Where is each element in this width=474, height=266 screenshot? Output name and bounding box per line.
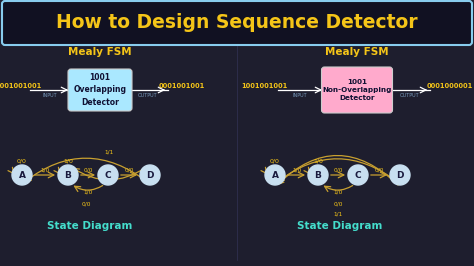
Text: 0/0: 0/0 xyxy=(374,167,384,172)
FancyBboxPatch shape xyxy=(2,1,472,45)
Text: Mealy FSM: Mealy FSM xyxy=(325,47,389,57)
Text: 0001000001: 0001000001 xyxy=(427,83,473,89)
Text: 0/0: 0/0 xyxy=(333,201,343,206)
Circle shape xyxy=(308,165,328,185)
Text: OUTPUT: OUTPUT xyxy=(400,93,420,98)
Text: C: C xyxy=(355,171,361,180)
Text: 1/0: 1/0 xyxy=(63,159,73,164)
Text: 1/0: 1/0 xyxy=(40,167,50,172)
Circle shape xyxy=(12,165,32,185)
Text: D: D xyxy=(146,171,154,180)
Text: 1001001001: 1001001001 xyxy=(241,83,287,89)
Text: B: B xyxy=(315,171,321,180)
Text: A: A xyxy=(18,171,26,180)
Circle shape xyxy=(348,165,368,185)
Text: 0/0: 0/0 xyxy=(17,159,27,164)
Circle shape xyxy=(140,165,160,185)
Text: B: B xyxy=(64,171,72,180)
Text: 1/1: 1/1 xyxy=(333,211,343,216)
Text: 1/0: 1/0 xyxy=(292,167,301,172)
Circle shape xyxy=(98,165,118,185)
FancyBboxPatch shape xyxy=(68,69,132,111)
Text: 1/0: 1/0 xyxy=(333,189,343,194)
Text: 0/0: 0/0 xyxy=(81,202,91,207)
Text: 0/0: 0/0 xyxy=(270,159,280,164)
Text: 1/0: 1/0 xyxy=(83,189,93,194)
Text: INPUT: INPUT xyxy=(292,93,307,98)
Text: Mealy FSM: Mealy FSM xyxy=(68,47,132,57)
Circle shape xyxy=(265,165,285,185)
Text: 1001001001: 1001001001 xyxy=(0,83,41,89)
Text: 0/0: 0/0 xyxy=(333,167,343,172)
Text: 1001
Non-Overlapping
Detector: 1001 Non-Overlapping Detector xyxy=(322,78,392,102)
Text: D: D xyxy=(396,171,404,180)
Text: A: A xyxy=(272,171,279,180)
Text: 1001
Overlapping
Detector: 1001 Overlapping Detector xyxy=(73,73,127,107)
Text: 0001001001: 0001001001 xyxy=(159,83,205,89)
Text: OUTPUT: OUTPUT xyxy=(138,93,158,98)
Text: INPUT: INPUT xyxy=(43,93,57,98)
Text: 0/0: 0/0 xyxy=(83,167,93,172)
Text: C: C xyxy=(105,171,111,180)
FancyBboxPatch shape xyxy=(321,67,392,113)
Text: State Diagram: State Diagram xyxy=(47,221,133,231)
Text: State Diagram: State Diagram xyxy=(297,221,383,231)
Circle shape xyxy=(390,165,410,185)
Text: How to Design Sequence Detector: How to Design Sequence Detector xyxy=(56,14,418,32)
Circle shape xyxy=(58,165,78,185)
Text: 0/0: 0/0 xyxy=(124,167,134,172)
Text: 1/0: 1/0 xyxy=(313,159,323,164)
Text: 1/1: 1/1 xyxy=(104,149,114,154)
